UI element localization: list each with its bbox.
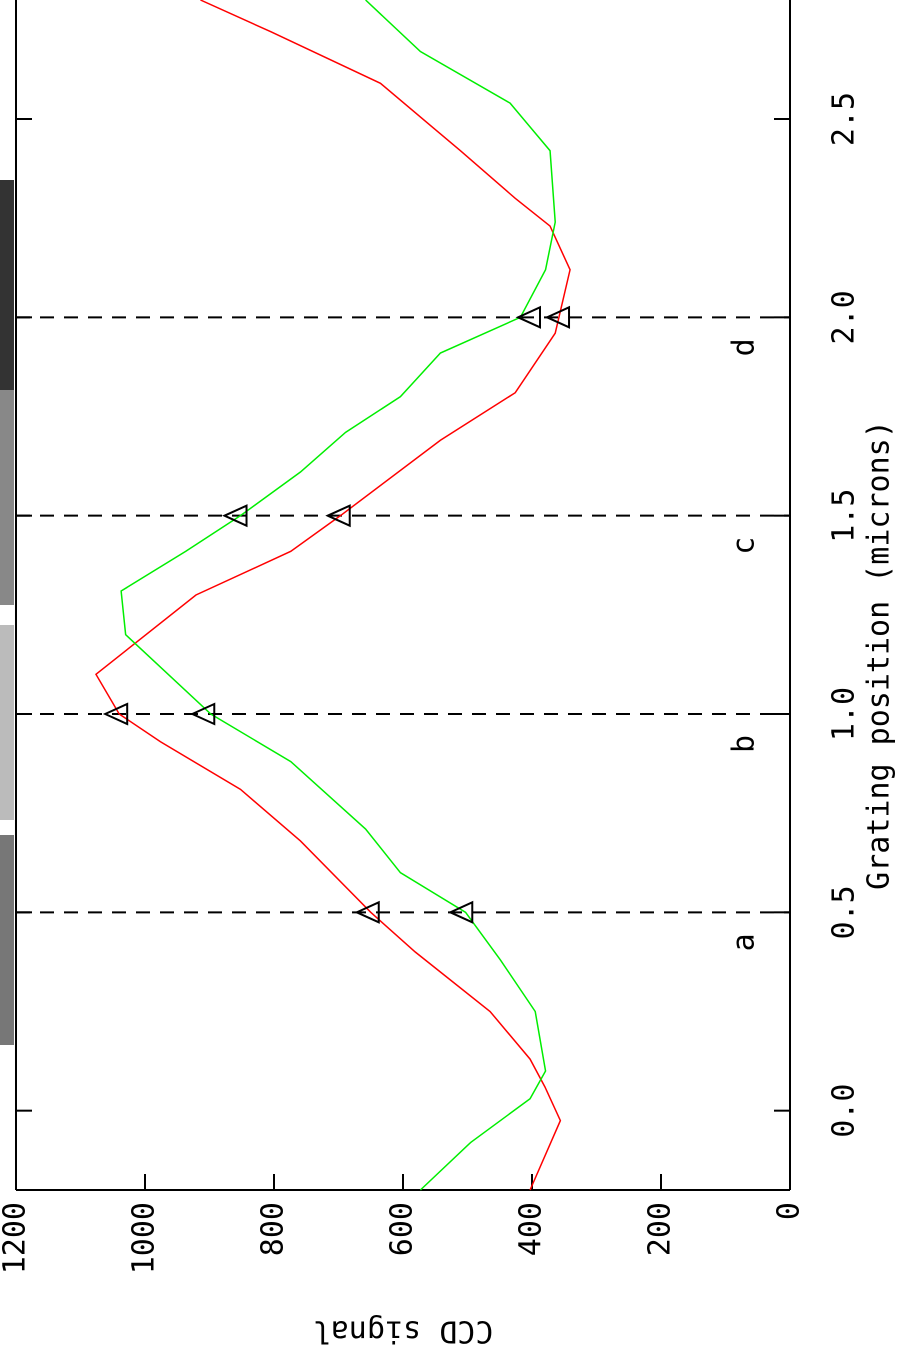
x-tick-label: 0.5 — [827, 885, 862, 939]
y-tick-label: 0 — [772, 1202, 807, 1220]
triangle-marker — [515, 305, 541, 329]
y-tick-label: 1000 — [127, 1202, 162, 1274]
x-axis-title: Grating position (microns) — [862, 420, 897, 890]
image-strip — [0, 180, 14, 1045]
y-tick-label: 200 — [643, 1202, 678, 1256]
annotation: c — [727, 537, 762, 555]
annotation: a — [727, 933, 762, 951]
y-tick-label: 800 — [256, 1202, 291, 1256]
triangle-marker — [325, 504, 351, 528]
annotation: d — [727, 338, 762, 356]
triangle-marker — [544, 305, 571, 329]
triangle-marker — [222, 504, 248, 528]
x-tick-label: 1.0 — [827, 687, 862, 741]
series-line — [120, 0, 556, 1191]
y-axis-title: CCD signal — [313, 1314, 494, 1349]
x-tick-label: 0.0 — [827, 1084, 862, 1138]
triangle-marker — [447, 900, 474, 924]
annotation: b — [727, 735, 762, 753]
triangle-marker — [354, 900, 380, 924]
triangle-marker — [189, 702, 216, 726]
triangle-marker — [102, 702, 129, 726]
y-tick-label: 1200 — [0, 1202, 33, 1274]
y-tick-label: 400 — [514, 1202, 549, 1256]
y-tick-label: 600 — [385, 1202, 420, 1256]
x-tick-label: 1.5 — [827, 489, 862, 543]
series-line — [95, 0, 571, 1191]
x-tick-label: 2.0 — [827, 290, 862, 344]
x-tick-label: 2.5 — [827, 92, 862, 146]
